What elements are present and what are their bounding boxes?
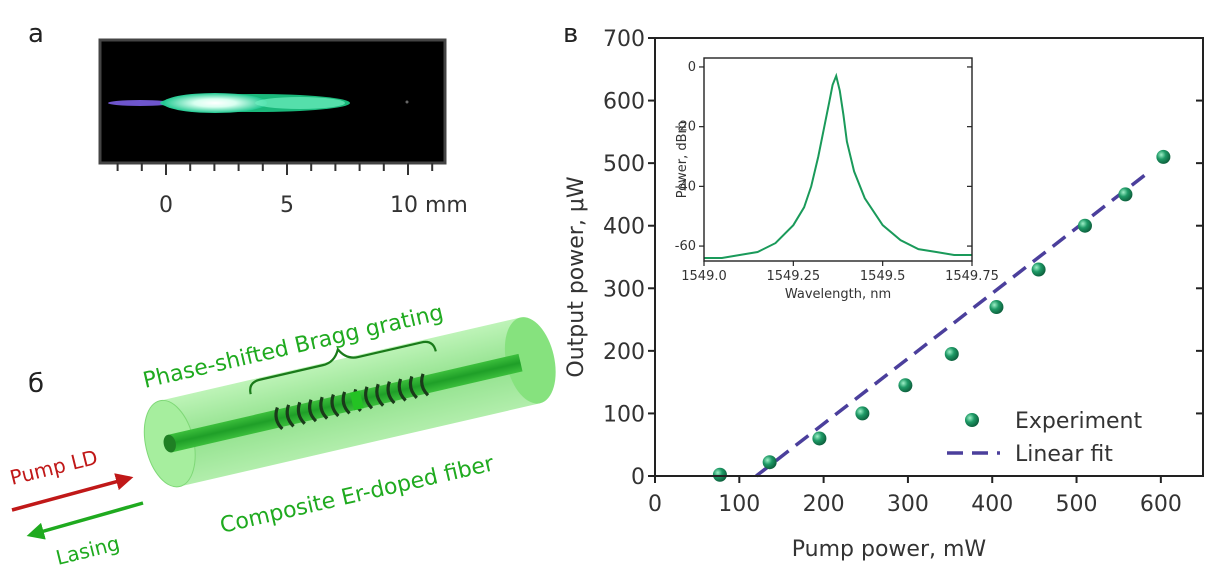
inset-y-tick-label: -60: [675, 239, 696, 254]
experiment-point: [1032, 263, 1046, 277]
main-x-tick-label: 500: [1056, 492, 1098, 517]
main-x-tick-label: 200: [803, 492, 845, 517]
inset-background: [704, 58, 972, 261]
experiment-point: [945, 347, 959, 361]
main-y-tick-label: 700: [603, 27, 645, 52]
pump-label: Pump LD: [7, 445, 100, 490]
main-y-axis-title: Output power, μW: [564, 176, 589, 377]
main-x-tick-label: 300: [887, 492, 929, 517]
main-y-tick-label: 600: [603, 90, 645, 115]
experiment-point: [1156, 150, 1170, 164]
inset-y-tick-label: 0: [688, 60, 696, 75]
photo-tick-label: 0: [159, 193, 173, 218]
main-y-tick-label: 100: [603, 402, 645, 427]
main-x-tick-label: 100: [718, 492, 760, 517]
inset-x-tick-label: 1549.75: [945, 269, 999, 284]
experiment-point: [713, 468, 727, 482]
experiment-point: [1078, 219, 1092, 233]
legend-experiment-label: Experiment: [1015, 409, 1142, 434]
legend-experiment-marker: [965, 413, 979, 427]
inset-x-tick-label: 1549.5: [860, 269, 906, 284]
panel-letter-a: a: [28, 19, 44, 49]
inset-spectrum: 1549.0 1549.25 1549.5 1549.750-20-40-60 Wav…: [675, 58, 999, 302]
inset-x-tick-label: 1549.25: [766, 269, 820, 284]
experiment-point: [855, 406, 869, 420]
inset-x-axis-title: Wavelength, nm: [785, 287, 891, 302]
main-x-tick-label: 400: [971, 492, 1013, 517]
experiment-point: [989, 300, 1003, 314]
main-y-tick-label: 200: [603, 340, 645, 365]
photo-tick-label: 10 mm: [390, 193, 468, 218]
main-y-tick-label: 0: [631, 465, 645, 490]
photo-ticks: 0 5 10 mm: [118, 163, 468, 218]
experiment-point: [812, 431, 826, 445]
experiment-point: [763, 455, 777, 469]
experiment-point: [898, 378, 912, 392]
panel-letter-c: в: [563, 19, 578, 49]
main-x-tick-label: 600: [1140, 492, 1182, 517]
inset-x-tick-label: 1549.0: [681, 269, 727, 284]
main-x-axis-title: Pump power, mW: [792, 537, 987, 562]
panel-letter-b: б: [28, 369, 44, 399]
photo-tick-label: 5: [280, 193, 294, 218]
main-y-tick-label: 400: [603, 215, 645, 240]
inset-y-axis-title: Power, dBm: [675, 121, 690, 198]
lasing-label: Lasing: [53, 531, 122, 568]
lasing-arrow: [30, 503, 143, 535]
main-y-tick-label: 500: [603, 152, 645, 177]
main-x-tick-label: 0: [648, 492, 662, 517]
legend: Experiment Linear fit: [947, 409, 1142, 467]
legend-fit-label: Linear fit: [1015, 442, 1113, 467]
experiment-point: [1118, 187, 1132, 201]
photo-panel: 0 5 10 mm: [100, 40, 468, 218]
main-y-tick-label: 300: [603, 277, 645, 302]
